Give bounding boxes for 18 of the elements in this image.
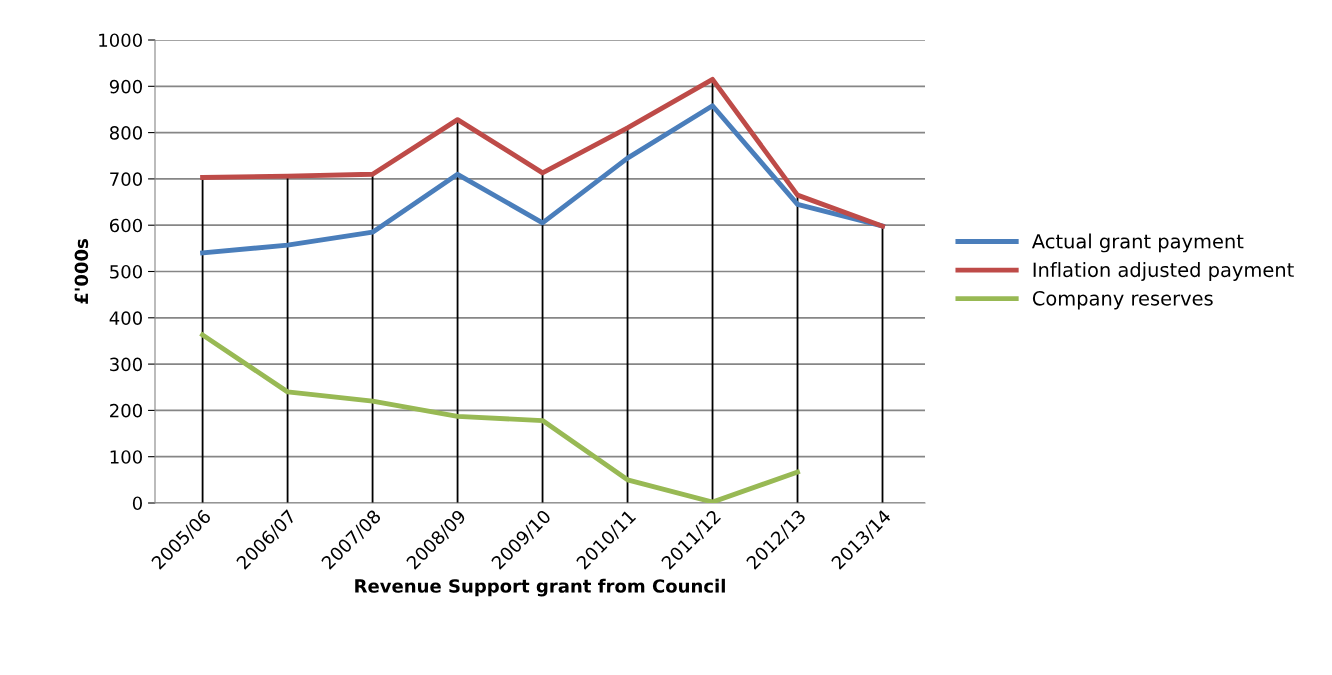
y-tick-label: 0 bbox=[132, 496, 142, 511]
y-tick-label: 300 bbox=[110, 357, 142, 372]
y-tick-label: 900 bbox=[109, 79, 142, 94]
line-series bbox=[200, 76, 885, 229]
y-axis-title: £'000s bbox=[74, 239, 89, 304]
legend-label: Inflation adjusted payment bbox=[1033, 262, 1294, 281]
y-tick-label: 600 bbox=[109, 218, 142, 233]
y-tick-label: 800 bbox=[109, 126, 142, 140]
legend-label: Company reserves bbox=[1032, 290, 1213, 310]
y-tick-label: 1000 bbox=[99, 33, 142, 48]
legend-label: Actual grant payment bbox=[1031, 233, 1244, 253]
x-axis-title: Revenue Support grant from Council bbox=[355, 578, 725, 597]
y-tick-label: 500 bbox=[110, 264, 142, 279]
y-tick-label: 400 bbox=[109, 311, 142, 325]
y-tick-label: 200 bbox=[110, 403, 142, 418]
y-tick-label: 700 bbox=[110, 172, 142, 187]
line-series bbox=[200, 332, 800, 503]
y-tick-label: 100 bbox=[110, 450, 142, 464]
